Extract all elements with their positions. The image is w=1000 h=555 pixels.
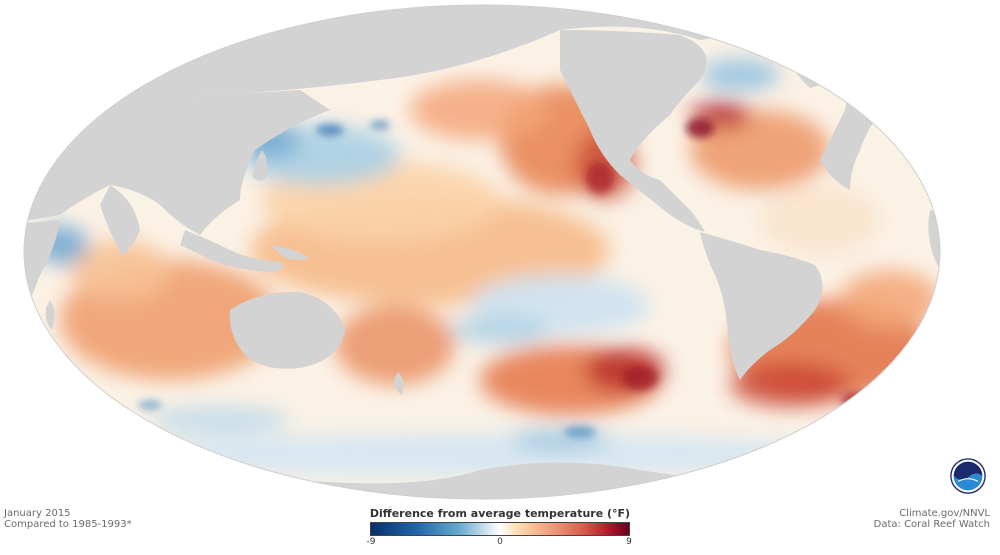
- legend-color-bar: [370, 522, 630, 536]
- date-label: January 2015: [4, 508, 71, 519]
- baseline-label: Compared to 1985-1993*: [4, 519, 132, 530]
- data-source-credit: Data: Coral Reef Watch: [873, 519, 990, 530]
- color-legend: Difference from average temperature (°F)…: [360, 507, 640, 548]
- credits: Climate.gov/NNVL Data: Coral Reef Watch: [874, 508, 990, 530]
- date-caption: January 2015 Compared to 1985-1993*: [4, 508, 132, 530]
- legend-tick-mid: 0: [497, 537, 503, 547]
- legend-title: Difference from average temperature (°F): [369, 507, 631, 520]
- legend-tick-max: 9: [626, 537, 632, 547]
- map-projection-outline: [23, 4, 941, 500]
- noaa-logo-icon: [950, 458, 986, 494]
- legend-tick-min: -9: [366, 537, 376, 547]
- site-credit: Climate.gov/NNVL: [899, 508, 990, 519]
- anomaly-field: [36, 59, 940, 477]
- legend-ticks: -9 0 9: [367, 536, 632, 548]
- sea-surface-temperature-map: [23, 4, 941, 500]
